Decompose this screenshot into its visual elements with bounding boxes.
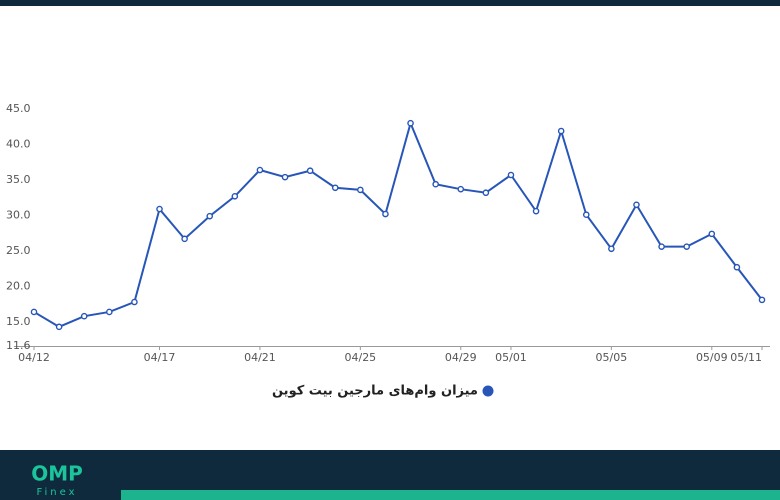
- chart: 11.6 15.0 20.0 25.0 30.0 35.0 40.0 45.0 04/12 04/…: [6, 102, 770, 399]
- data-point: [80, 312, 88, 320]
- y-tick-label: 40.0: [6, 137, 31, 150]
- data-point: [106, 308, 113, 316]
- data-point: [206, 212, 214, 220]
- data-point: [55, 323, 63, 331]
- data-point: [482, 189, 490, 197]
- series-line: [33, 120, 763, 328]
- data-point: [733, 263, 741, 271]
- x-tick-label: 04/17: [144, 351, 176, 364]
- data-point: [382, 210, 389, 218]
- data-point: [582, 211, 590, 219]
- y-tick-label: 45.0: [6, 102, 31, 115]
- data-point: [683, 243, 690, 250]
- footer-accent: [121, 490, 780, 500]
- y-tick-label: 20.0: [6, 279, 31, 292]
- x-tick-label: 05/01: [495, 351, 527, 364]
- data-point: [407, 119, 414, 127]
- x-tick-label: 05/09: [696, 351, 728, 364]
- x-tick-label: 05/11: [730, 351, 762, 364]
- y-tick-label: 30.0: [6, 208, 31, 221]
- data-point: [507, 171, 515, 179]
- y-tick-label: 15.0: [6, 315, 31, 328]
- y-tick-label: 11.6: [6, 339, 31, 352]
- x-tick-label: 05/05: [596, 351, 628, 364]
- data-point: [658, 243, 665, 250]
- data-point: [432, 180, 439, 188]
- legend-marker: [482, 385, 494, 397]
- data-point: [708, 230, 716, 238]
- data-point: [181, 235, 188, 243]
- data-point: [306, 167, 314, 175]
- legend-label: میزان وام‌های مارجین بیت کوین: [272, 384, 478, 399]
- data-point: [231, 192, 239, 200]
- data-point: [256, 166, 264, 174]
- x-tick-label: 04/12: [18, 351, 50, 364]
- x-tick-label: 04/25: [344, 351, 376, 364]
- data-point: [532, 207, 540, 215]
- y-tick-label: 35.0: [6, 173, 31, 186]
- data-point: [156, 205, 163, 213]
- data-point: [281, 173, 289, 181]
- data-point: [30, 308, 38, 316]
- logo-sub: Finex: [36, 487, 77, 498]
- data-point: [131, 298, 138, 306]
- logo: OMP: [31, 462, 83, 486]
- data-point: [758, 296, 766, 304]
- data-point: [633, 201, 640, 209]
- x-tick-label: 04/21: [244, 351, 276, 364]
- top-bar: [0, 0, 780, 6]
- x-tick-label: 04/29: [445, 351, 477, 364]
- data-point: [557, 127, 565, 135]
- data-point: [331, 184, 339, 192]
- data-point: [608, 245, 615, 253]
- data-point: [357, 186, 364, 194]
- y-tick-label: 25.0: [6, 244, 31, 257]
- data-point: [457, 185, 465, 193]
